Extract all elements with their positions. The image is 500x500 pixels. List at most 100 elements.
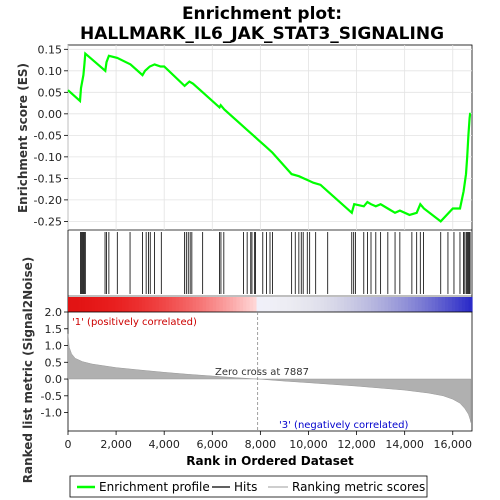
colorbar-segment [286,297,291,312]
colorbar-segment [266,297,271,312]
x-axis-label: Rank in Ordered Dataset [186,454,354,468]
x-tick-label: 14,000 [385,438,424,451]
colorbar-segment [293,297,298,312]
es-grid [67,45,472,230]
colorbar-segment [391,297,396,312]
colorbar-segment [232,297,237,312]
colorbar-segment [152,297,157,312]
colorbar-segment [222,297,227,312]
colorbar-segment [431,297,436,312]
colorbar-segment [283,297,288,312]
colorbar-segment [384,297,389,312]
colorbar-segment [128,297,133,312]
colorbar-segment [307,297,311,312]
ranking-colorbar [68,297,473,312]
colorbar-segment [374,297,379,312]
colorbar-segment [88,297,93,312]
colorbar-segment [434,297,439,312]
colorbar-segment [101,297,106,312]
colorbar-segment [84,297,89,312]
colorbar-segment [300,297,305,312]
es-y-tick-label: 0.10 [38,65,63,78]
colorbar-segment [367,297,372,312]
colorbar-segment [451,297,456,312]
colorbar-segment [98,297,103,312]
colorbar-segment [125,297,130,312]
colorbar-segment [401,297,406,312]
colorbar-segment [138,297,143,312]
ranking-metric-area [67,333,472,423]
colorbar-segment [418,297,423,312]
colorbar-segment [78,297,83,312]
x-tick-label: 6,000 [197,438,229,451]
colorbar-segment [175,297,180,312]
colorbar-segment [259,297,264,312]
colorbar-segment [387,297,392,312]
x-tick-label: 16,000 [434,438,473,451]
colorbar-segment [202,297,207,312]
colorbar-segment [236,297,241,312]
x-tick-label: 12,000 [337,438,376,451]
colorbar-segment [249,297,254,312]
colorbar-segment [411,297,416,312]
es-y-tick-label: 0.00 [38,108,63,121]
legend-enrichment-label: Enrichment profile [99,480,210,494]
chart-title-line1: Enrichment plot: [182,4,342,24]
metric-y-tick-label: 0.5 [45,356,63,369]
es-y-tick-label: 0.05 [38,86,63,99]
colorbar-segment [115,297,120,312]
colorbar-segment [192,297,197,312]
colorbar-segment [74,297,79,312]
colorbar-segment [121,297,126,312]
colorbar-segment [290,297,295,312]
es-y-axis-label: Enrichment score (ES) [16,63,30,213]
colorbar-segment [256,297,261,312]
colorbar-segment [135,297,140,312]
colorbar-segment [209,297,214,312]
colorbar-segment [172,297,177,312]
colorbar-segment [216,297,221,312]
es-y-axis: 0.15 0.10 0.05 0.00 -0.05 -0.10 -0.15 -0.20 -0.2… [34,43,68,228]
colorbar-segment [377,297,382,312]
colorbar-segment [276,297,281,312]
colorbar-segment [219,297,224,312]
colorbar-segment [404,297,409,312]
colorbar-segment [357,297,362,312]
colorbar-segment [206,297,210,312]
metric-y-tick-label: 1.0 [45,340,63,353]
colorbar-segment [310,297,315,312]
colorbar-segment [229,297,234,312]
colorbar-segment [226,297,231,312]
x-axis: 0 2,000 4,000 6,000 8,000 10,000 12,000 14,000 1… [65,431,473,451]
colorbar-segment [461,297,466,312]
colorbar-segment [421,297,426,312]
colorbar-segment [185,297,190,312]
positive-label: '1' (positively correlated) [72,317,197,328]
colorbar-segment [303,297,308,312]
colorbar-segment [350,297,355,312]
colorbar-segment [155,297,160,312]
colorbar-segment [337,297,342,312]
chart-title-line2: HALLMARK_IL6_JAK_STAT3_SIGNALING [80,24,444,44]
negative-label: '3' (negatively correlated) [279,420,408,431]
colorbar-segment [148,297,153,312]
colorbar-segment [333,297,338,312]
metric-y-tick-label: -0.5 [41,390,62,403]
colorbar-segment [448,297,453,312]
metric-y-tick-label: 1.5 [45,323,63,336]
x-tick-label: 8,000 [245,438,277,451]
legend: Enrichment profile Hits Ranking metric s… [69,475,428,498]
legend-box [69,475,428,498]
colorbar-segment [360,297,365,312]
colorbar-segment [195,297,200,312]
colorbar-segment [323,297,328,312]
legend-ranking-label: Ranking metric scores [292,480,425,494]
metric-y-tick-label: 2.0 [45,306,63,319]
colorbar-segment [81,297,86,312]
colorbar-segment [189,297,194,312]
colorbar-segment [458,297,463,312]
colorbar-segment [239,297,244,312]
colorbar-segment [371,297,375,312]
colorbar-segment [327,297,332,312]
